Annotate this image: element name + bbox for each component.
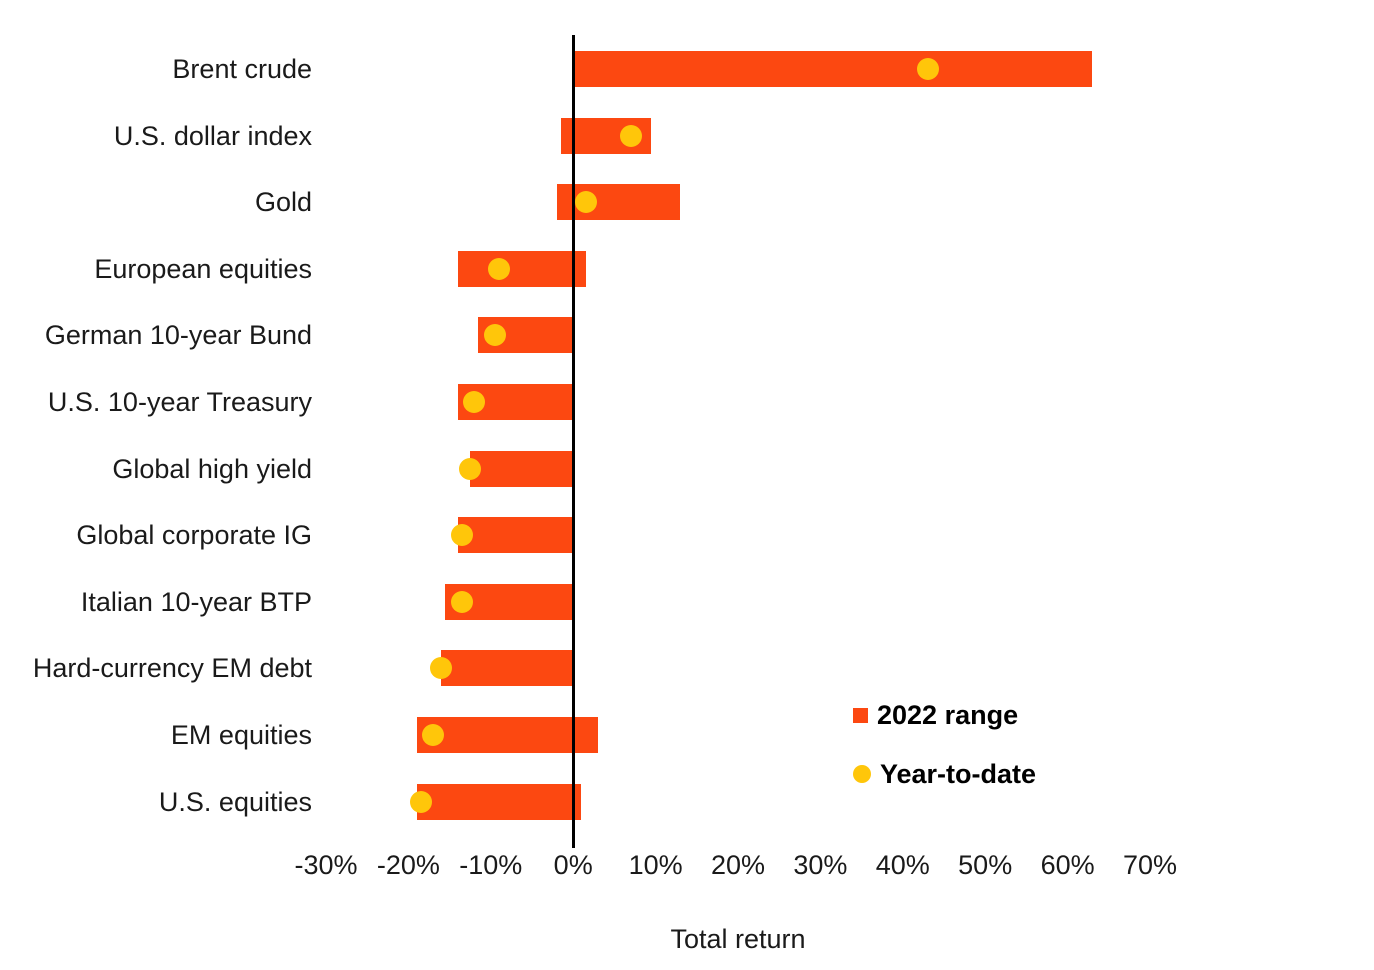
ytd-dot — [916, 58, 939, 80]
category-label: EM equities — [170, 720, 312, 750]
legend-label: 2022 range — [877, 699, 1019, 730]
ytd-dot — [409, 790, 432, 813]
x-tick-label: 10% — [628, 850, 683, 880]
x-tick-label: -20% — [376, 850, 440, 880]
category-label: European equities — [94, 253, 312, 284]
range-bar — [457, 517, 574, 554]
legend-square-icon — [853, 707, 868, 723]
ytd-dot — [450, 590, 473, 613]
x-tick-label: 60% — [1040, 850, 1095, 880]
category-label: Gold — [254, 187, 312, 218]
ytd-dot — [483, 324, 506, 347]
x-tick-label: 50% — [958, 850, 1013, 880]
x-tick-label: 30% — [793, 850, 848, 880]
x-tick-label: 0% — [553, 850, 593, 880]
ytd-dot — [459, 457, 482, 480]
category-label: Global corporate IG — [76, 520, 312, 551]
x-tick-label: 40% — [875, 850, 930, 880]
ytd-dot — [488, 257, 511, 280]
legend-circle-icon — [853, 765, 871, 783]
range-bar — [573, 51, 1093, 87]
category-label: Italian 10-year BTP — [80, 586, 312, 617]
x-axis-title: Total return — [670, 924, 806, 954]
ytd-dot — [450, 524, 473, 547]
ytd-dot — [422, 724, 445, 746]
ytd-dot — [430, 657, 453, 680]
category-label: Global high yield — [112, 453, 312, 484]
legend: 2022 range Year-to-date — [853, 701, 1036, 819]
category-label: U.S. 10-year Treasury — [47, 387, 312, 417]
x-tick-label: -30% — [294, 850, 358, 880]
x-tick-label: 20% — [710, 850, 766, 880]
ytd-dot — [619, 124, 642, 147]
category-label: German 10-year Bund — [44, 320, 312, 351]
x-tick-label: -10% — [459, 850, 523, 880]
x-tick-label: 70% — [1122, 850, 1178, 880]
ytd-dot — [574, 191, 597, 214]
legend-item-year-to-date: Year-to-date — [853, 760, 1036, 788]
range-bar — [416, 783, 582, 820]
legend-label: Year-to-date — [880, 758, 1037, 789]
ytd-dot — [463, 391, 486, 413]
range-bar — [416, 717, 598, 753]
category-label: Brent crude — [172, 54, 312, 84]
zero-axis-line — [571, 35, 575, 848]
category-label: Hard-currency EM debt — [32, 653, 312, 684]
range-bar — [441, 650, 574, 687]
category-label: U.S. dollar index — [113, 120, 312, 151]
category-label: U.S. equities — [158, 786, 312, 817]
legend-item-2022-range: 2022 range — [853, 701, 1036, 729]
range-bar — [470, 450, 574, 487]
range-bar — [457, 250, 586, 287]
